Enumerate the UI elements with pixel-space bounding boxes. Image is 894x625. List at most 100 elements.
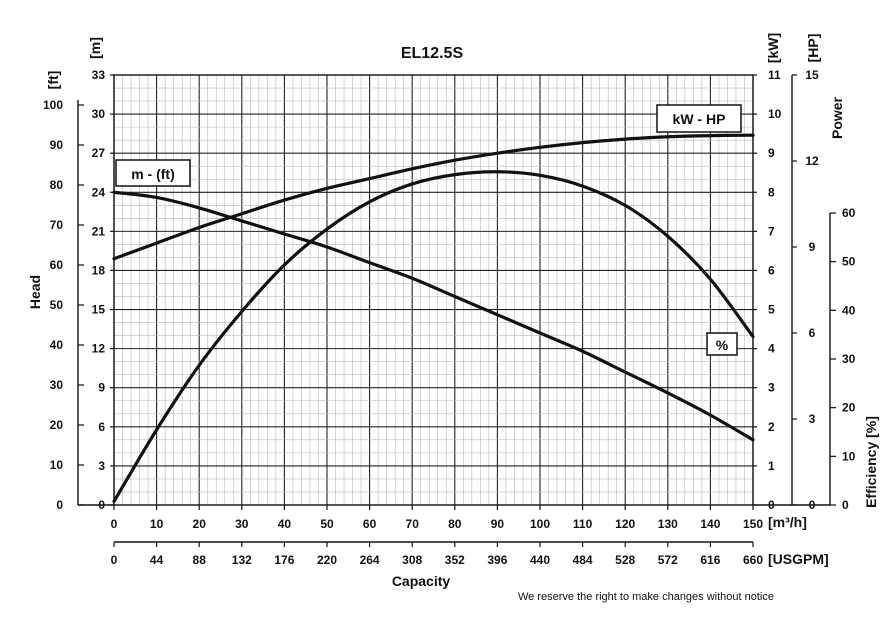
efficiency-tick-label: 30 [842, 352, 856, 366]
ft-tick-label: 30 [50, 378, 64, 392]
m-unit-label: [m] [87, 37, 103, 59]
ft-tick-label: 10 [50, 458, 64, 472]
m-tick-label: 3 [98, 459, 105, 473]
kw-tick-label: 2 [768, 420, 775, 434]
power-axis-label: Power [829, 96, 845, 139]
usgpm-tick-label: 132 [232, 553, 252, 567]
m3h-tick-label: 0 [111, 517, 118, 531]
kw-unit-label: [kW] [765, 33, 781, 63]
hp-unit-label: [HP] [805, 34, 821, 63]
kw-tick-label: 3 [768, 381, 775, 395]
kw-tick-label: 10 [768, 107, 782, 121]
ft-tick-label: 20 [50, 418, 64, 432]
m-tick-label: 27 [92, 146, 106, 160]
m3h-tick-label: 70 [406, 517, 420, 531]
efficiency-axis-label: Efficiency [%] [863, 416, 879, 508]
kw-tick-label: 0 [768, 498, 775, 512]
head-curve [112, 190, 755, 442]
usgpm-tick-label: 352 [445, 553, 465, 567]
m3h-unit-label: [m³/h] [768, 514, 807, 530]
kw-tick-label: 6 [768, 263, 775, 277]
m3h-tick-label: 40 [278, 517, 292, 531]
efficiency-tick-label: 50 [842, 255, 856, 269]
m3h-tick-label: 140 [700, 517, 720, 531]
efficiency-tick-label: 40 [842, 303, 856, 317]
labels: EL12.5S Head [ft] [m] [kW] [HP] Power Ef… [27, 33, 879, 603]
usgpm-tick-label: 660 [743, 553, 763, 567]
hp-tick-label: 12 [805, 154, 819, 168]
hp-tick-label: 6 [809, 326, 816, 340]
kw-tick-label: 7 [768, 224, 775, 238]
usgpm-tick-label: 44 [150, 553, 164, 567]
efficiency-curve-label-box [706, 332, 738, 356]
efficiency-tick-label: 20 [842, 401, 856, 415]
usgpm-unit-label: [USGPM] [768, 551, 829, 567]
usgpm-tick-label: 616 [700, 553, 720, 567]
axes: 0369121518212427303301020304050607080901… [43, 68, 856, 567]
ft-tick-label: 100 [43, 98, 63, 112]
efficiency-tick-label: 10 [842, 449, 856, 463]
disclaimer-note: We reserve the right to make changes wit… [518, 591, 774, 603]
usgpm-tick-label: 176 [274, 553, 294, 567]
ft-tick-label: 70 [50, 218, 64, 232]
head-curve-label-box [115, 159, 191, 187]
usgpm-tick-label: 264 [360, 553, 380, 567]
kw-tick-label: 1 [768, 459, 775, 473]
m-tick-label: 0 [98, 498, 105, 512]
ft-tick-label: 40 [50, 338, 64, 352]
power-curve [112, 133, 755, 261]
m3h-tick-label: 20 [193, 517, 207, 531]
ft-tick-label: 50 [50, 298, 64, 312]
efficiency-tick-label: 60 [842, 206, 856, 220]
usgpm-tick-label: 308 [402, 553, 422, 567]
usgpm-tick-label: 440 [530, 553, 550, 567]
kw-tick-label: 11 [768, 68, 781, 82]
m-tick-label: 33 [92, 68, 106, 82]
m-tick-label: 30 [92, 107, 106, 121]
curve-labels: m - (ft) kW - HP % [115, 104, 742, 356]
usgpm-tick-label: 396 [487, 553, 507, 567]
m3h-tick-label: 120 [615, 517, 635, 531]
usgpm-tick-label: 484 [573, 553, 593, 567]
m3h-tick-label: 30 [235, 517, 249, 531]
m-tick-label: 9 [98, 381, 105, 395]
efficiency-tick-label: 0 [842, 498, 849, 512]
m3h-tick-label: 50 [320, 517, 334, 531]
m-tick-label: 15 [92, 303, 106, 317]
head-axis-label: Head [27, 275, 43, 309]
power-curve-label: kW - HP [673, 111, 726, 127]
capacity-axis-label: Capacity [392, 573, 451, 589]
hp-tick-label: 15 [805, 68, 819, 82]
hp-tick-label: 0 [809, 498, 816, 512]
m3h-tick-label: 130 [658, 517, 678, 531]
head-curve-label: m - (ft) [131, 166, 175, 182]
efficiency-curve [112, 170, 755, 504]
hp-tick-label: 3 [809, 412, 816, 426]
ft-tick-label: 90 [50, 138, 64, 152]
efficiency-curve-label: % [716, 337, 729, 353]
grid [113, 74, 754, 506]
m3h-tick-label: 110 [573, 517, 593, 531]
hp-tick-label: 9 [809, 240, 816, 254]
m-tick-label: 12 [92, 342, 106, 356]
usgpm-tick-label: 528 [615, 553, 635, 567]
usgpm-tick-label: 88 [193, 553, 207, 567]
m-tick-label: 21 [92, 224, 106, 238]
m-tick-label: 6 [98, 420, 105, 434]
kw-tick-label: 9 [768, 146, 775, 160]
ft-tick-label: 60 [50, 258, 64, 272]
kw-tick-label: 8 [768, 185, 775, 199]
m3h-tick-label: 100 [530, 517, 550, 531]
m3h-tick-label: 60 [363, 517, 377, 531]
usgpm-tick-label: 220 [317, 553, 337, 567]
m3h-tick-label: 90 [491, 517, 505, 531]
m-tick-label: 24 [92, 185, 106, 199]
plot-frame [113, 74, 754, 506]
m3h-tick-label: 80 [448, 517, 462, 531]
ft-tick-label: 80 [50, 178, 64, 192]
m3h-tick-label: 10 [150, 517, 164, 531]
curves [112, 133, 755, 504]
kw-tick-label: 4 [768, 342, 775, 356]
ft-tick-label: 0 [56, 498, 63, 512]
